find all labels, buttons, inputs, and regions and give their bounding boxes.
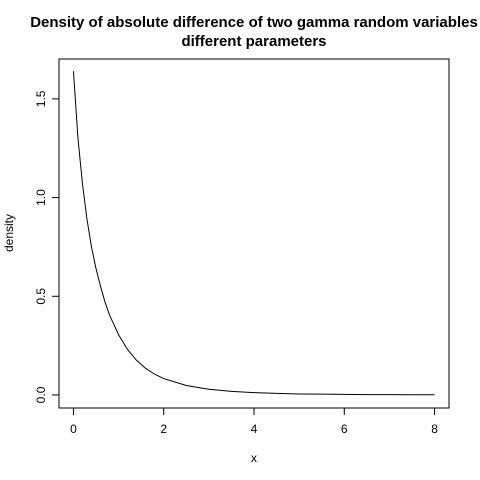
y-tick-label: 1.5 [34,90,48,107]
density-curve [72,71,435,396]
x-tick-label: 8 [431,422,438,436]
y-tick-label: 1.0 [34,189,48,206]
x-axis-label: x [251,451,257,465]
x-tick-label: 4 [251,422,258,436]
chart-subtitle: different parameters [181,33,326,50]
x-axis: 0 2 4 6 8 [70,407,438,436]
x-tick-label: 2 [160,422,167,436]
y-tick-label: 0.5 [34,288,48,305]
y-tick-label: 0.0 [34,386,48,403]
plot-series [72,71,435,396]
x-tick-label: 0 [70,422,77,436]
y-axis-label: density [2,214,16,252]
chart-title: Density of absolute difference of two ga… [30,14,478,31]
y-axis: 0.0 0.5 1.0 1.5 [34,90,60,403]
x-tick-label: 6 [341,422,348,436]
